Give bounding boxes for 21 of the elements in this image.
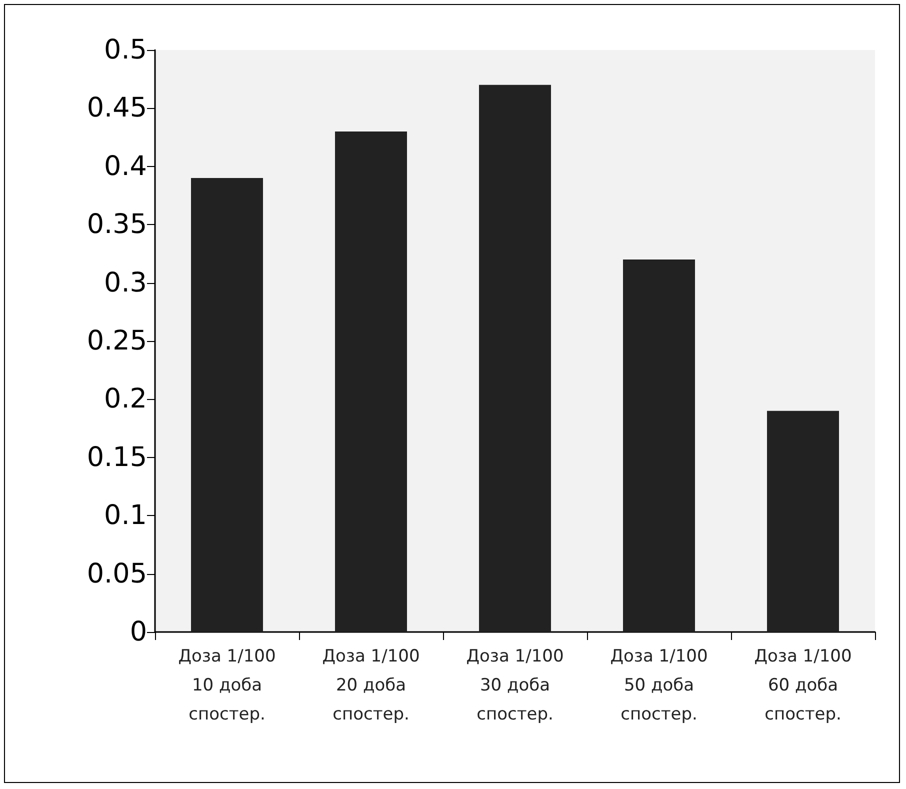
x-tick-label: Доза 1/100 20 доба спостер.	[322, 646, 420, 724]
bar	[623, 260, 695, 632]
y-tick-label: 0.3	[104, 267, 147, 298]
y-tick-label: 0.35	[86, 209, 147, 240]
y-tick-label: 0.4	[104, 150, 147, 182]
x-tick-label: Доза 1/100 50 доба спостер.	[610, 646, 708, 724]
y-tick-label: 0	[130, 616, 147, 648]
bar	[335, 131, 407, 632]
bar	[479, 84, 551, 632]
x-tick-label: Доза 1/100 30 доба спостер.	[466, 646, 564, 724]
y-tick-label: 0.45	[86, 92, 147, 124]
y-tick-label: 0.2	[104, 384, 147, 415]
y-tick-label: 0.1	[104, 500, 147, 532]
y-tick-label: 0.25	[86, 326, 147, 356]
bar	[767, 410, 839, 632]
y-tick-label: 0.05	[86, 558, 147, 590]
y-tick-label: 0.5	[104, 34, 147, 66]
x-tick-label: Доза 1/100 10 доба спостер.	[178, 646, 276, 724]
x-tick-label: Доза 1/100 60 доба спостер.	[754, 646, 852, 724]
y-tick-label: 0.15	[86, 442, 147, 473]
bar	[191, 178, 263, 632]
